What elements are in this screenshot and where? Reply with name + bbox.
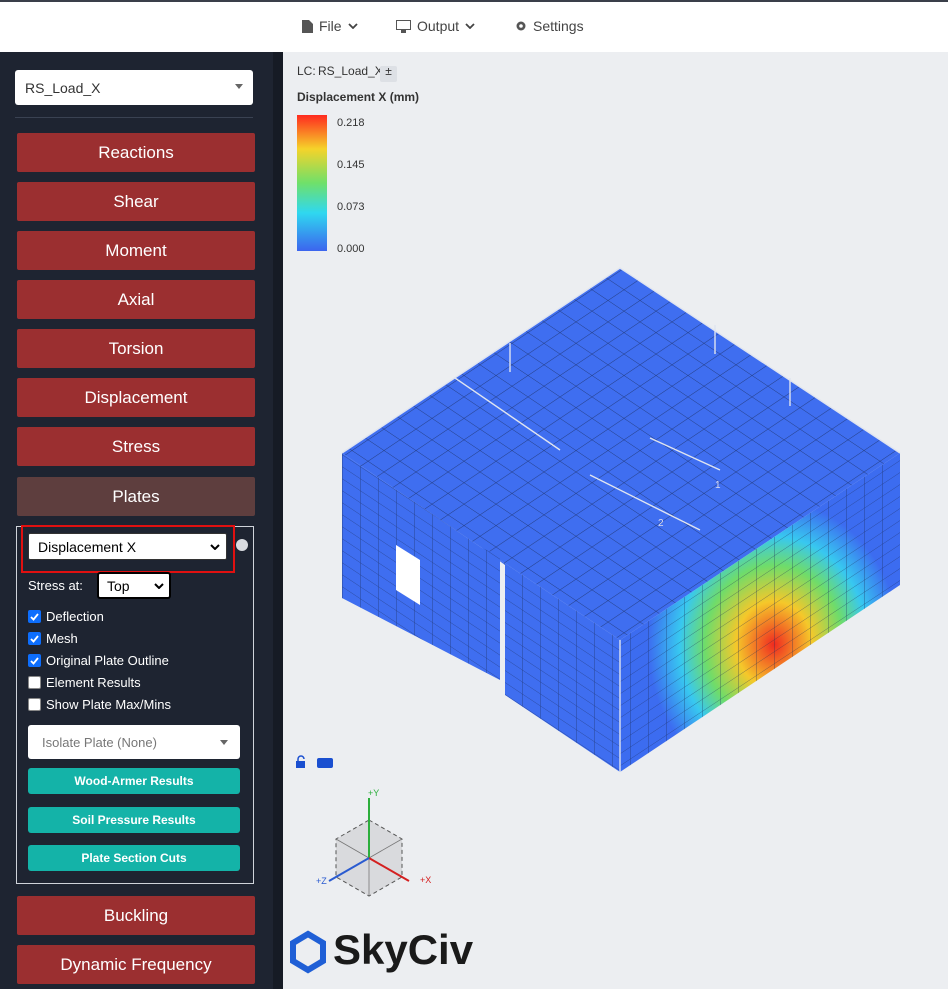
axis-label: +X [420, 875, 431, 885]
legend-value: 0.218 [337, 117, 365, 129]
result-button[interactable]: Stress [17, 427, 255, 466]
model[interactable] [341, 267, 901, 772]
legend-value: 0.000 [337, 243, 365, 255]
logo-text: SkyCiv [333, 926, 474, 973]
checkbox[interactable] [28, 610, 41, 623]
result-button[interactable]: Buckling [17, 896, 255, 935]
chevron [154, 583, 164, 589]
result-button[interactable]: Plates [17, 477, 255, 516]
divider [15, 117, 253, 118]
check-mark [30, 656, 39, 665]
legend-value: 0.145 [337, 159, 365, 171]
menu-item[interactable]: Output [396, 18, 475, 34]
legend-title: Displacement X (mm) [297, 90, 419, 104]
checkbox-label[interactable]: Element Results [46, 675, 141, 690]
logo-icon [290, 930, 326, 974]
lc-name: RS_Load_X [318, 64, 383, 78]
legend-value: 0.073 [337, 201, 365, 213]
check-mark [30, 612, 39, 621]
isolate-plate-value: Isolate Plate (None) [42, 734, 157, 750]
action-button[interactable]: Plate Section Cuts [28, 845, 240, 871]
checkbox-label[interactable]: Original Plate Outline [46, 653, 169, 668]
result-button[interactable]: Dynamic Frequency [17, 945, 255, 984]
menu-label: Settings [533, 18, 584, 34]
result-button[interactable]: Displacement [17, 378, 255, 417]
result-type-value: Displacement X [38, 538, 137, 555]
axis-label: +Z [316, 876, 327, 886]
caret [220, 740, 228, 745]
lc-label: LC: [297, 64, 316, 78]
stress-at-value: Top [107, 577, 130, 594]
axis-gizmo[interactable] [328, 798, 410, 897]
result-button[interactable]: Reactions [17, 133, 255, 172]
caret [235, 84, 243, 89]
member-label: 2 [658, 518, 664, 529]
checkbox-label[interactable]: Show Plate Max/Mins [46, 697, 171, 712]
legend-bar [297, 115, 327, 251]
menu-label: Output [417, 18, 460, 34]
lock-icon[interactable] [296, 755, 305, 768]
member-label: 1 [715, 480, 721, 491]
top-bar [0, 0, 948, 52]
menu-item[interactable]: Settings [515, 18, 584, 34]
camera-icon[interactable] [317, 758, 333, 768]
result-type-select[interactable]: Displacement X [28, 533, 227, 560]
scrollbar[interactable] [273, 52, 283, 989]
monitor-icon [396, 19, 411, 33]
checkbox[interactable] [28, 654, 41, 667]
result-button[interactable]: Moment [17, 231, 255, 270]
checkbox-label[interactable]: Mesh [46, 631, 78, 646]
file-icon [302, 19, 313, 33]
checkbox[interactable] [28, 676, 41, 689]
chevron [347, 23, 358, 29]
check-mark [30, 634, 39, 643]
load-case-select[interactable]: RS_Load_X [15, 70, 253, 105]
lc-toggle-button[interactable] [380, 66, 397, 82]
result-button[interactable]: Torsion [17, 329, 255, 368]
isolate-plate-select[interactable]: Isolate Plate (None) [28, 725, 240, 759]
action-button[interactable]: Wood-Armer Results [28, 768, 240, 794]
gear-icon [516, 21, 526, 31]
result-button[interactable]: Shear [17, 182, 255, 221]
checkbox-label[interactable]: Deflection [46, 609, 104, 624]
stress-at-label: Stress at: [28, 578, 83, 593]
checkbox[interactable] [28, 698, 41, 711]
lc-toggle[interactable]: ± [385, 64, 392, 78]
menu-label: File [319, 18, 342, 34]
action-button[interactable]: Soil Pressure Results [28, 806, 240, 833]
chevron [465, 23, 475, 29]
result-button[interactable]: Axial [17, 280, 255, 319]
checkbox[interactable] [28, 632, 41, 645]
axis-label: +Y [368, 788, 379, 798]
chevron [210, 544, 220, 550]
viewport: LC: RS_Load_X ± Displacement X (mm) 0.21… [290, 64, 901, 974]
menu-item[interactable]: File [302, 18, 358, 34]
info-icon[interactable] [236, 539, 248, 551]
stress-at-select[interactable]: Top [97, 572, 171, 599]
load-case-value: RS_Load_X [25, 79, 101, 96]
